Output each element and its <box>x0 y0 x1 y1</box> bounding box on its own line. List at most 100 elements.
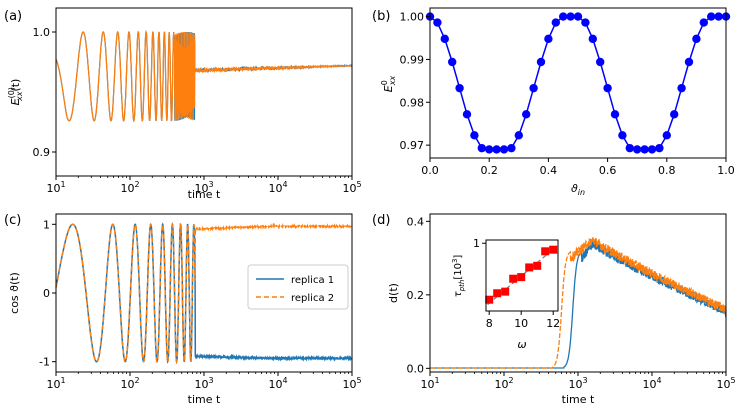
panel-d-yticks: 0.0 0.2 0.4 <box>407 215 430 375</box>
panel-b-point <box>485 145 494 154</box>
panel-d-ytick-label-1: 0.2 <box>407 289 425 302</box>
panel-a-yticks: 0.9 1.0 <box>33 26 56 159</box>
panel-b-ylabel: E0xx <box>380 75 397 92</box>
panel-a-series-1 <box>55 30 353 123</box>
panel-b-ytick-label-3: 1.00 <box>400 11 425 24</box>
panel-b-point <box>647 145 657 154</box>
panel-d-xlabel: time t <box>562 393 595 406</box>
panel-b-point <box>655 143 664 153</box>
panel-c-xtick-label-1: 102 <box>120 376 139 391</box>
legend-label-replica-2: replica 2 <box>291 293 334 304</box>
panel-b-point <box>692 34 701 44</box>
legend-label-replica-1: replica 1 <box>291 275 334 286</box>
panel-b-xtick-label-0: 0.0 <box>421 164 439 177</box>
panel-b-point <box>559 12 568 21</box>
panel-b-xtick-label-4: 0.8 <box>658 164 676 177</box>
panel-b-yticks: 0.97 0.98 0.99 1.00 <box>400 11 430 152</box>
panel-c-xtick-label-2: 103 <box>194 376 213 391</box>
panel-b-xtick-label-2: 0.4 <box>540 164 558 177</box>
inset-ytick-label-0: 1 <box>473 237 480 250</box>
panel-b-point <box>544 34 553 44</box>
panel-c-xlabel: time t <box>188 393 221 406</box>
inset-xlabel: ω <box>517 338 526 351</box>
panel-c-ytick-label-0: -1 <box>39 356 50 369</box>
panel-b-xtick-label-1: 0.2 <box>480 164 498 177</box>
panel-d-curves <box>430 236 727 369</box>
inset-frame <box>485 239 559 312</box>
panel-c-curves <box>55 222 353 365</box>
panel-b-xtick-label-3: 0.6 <box>599 164 617 177</box>
panel-a-xtick-label-4: 105 <box>342 180 361 195</box>
panel-b-point <box>684 57 694 67</box>
panel-c-series-2 <box>55 222 353 365</box>
panel-d-xtick-label-2: 103 <box>568 376 587 391</box>
panel-c-xtick-label-3: 104 <box>268 376 287 391</box>
panel-d-xtick-label-3: 104 <box>642 376 661 391</box>
panel-b-ytick-label-0: 0.97 <box>400 139 425 152</box>
panel-a-xtick-label-0: 101 <box>46 180 65 195</box>
panel-d-inset: 8 10 12 1 ω τpth[103] <box>451 237 560 351</box>
panel-b: (b) 0.0 0.2 0.4 0.6 0.8 1.0 0.970.980.991.00 … <box>372 7 735 197</box>
panel-b-point <box>573 12 583 21</box>
inset-point <box>549 245 558 254</box>
panel-b-point <box>433 18 442 27</box>
panel-c-ytick-label-1: 0 <box>43 287 50 300</box>
inset-point <box>493 289 502 298</box>
panel-a: (a) 101 102 103 104 105 0.9 1.0 time t E(0)xx… <box>4 7 362 201</box>
panel-b-point <box>714 12 723 21</box>
panel-a-xticks: 101 102 103 104 105 <box>46 176 362 195</box>
panel-b-xlabel: ϑin <box>571 182 585 197</box>
panel-b-point <box>522 110 531 119</box>
panel-d-xtick-label-0: 101 <box>420 376 439 391</box>
panel-b-point <box>581 18 590 27</box>
panel-d-series-2 <box>430 236 727 369</box>
inset-point <box>525 263 534 272</box>
panel-d-ytick-label-0: 0.0 <box>407 362 425 375</box>
inset-point <box>485 295 494 304</box>
panel-b-markers <box>425 12 731 154</box>
inset-point <box>533 261 542 270</box>
panel-b-point <box>677 83 686 93</box>
panel-b-point <box>499 145 509 154</box>
panel-a-ytick-label-1: 1.0 <box>33 26 51 39</box>
inset-xtick-label-2: 12 <box>546 317 560 330</box>
inset-xtick-label-1: 10 <box>514 317 528 330</box>
panel-b-point <box>588 34 597 44</box>
panel-a-series-2 <box>55 30 353 123</box>
panel-b-point <box>455 83 464 93</box>
inset-xtick-label-0: 8 <box>486 317 493 330</box>
panel-b-point <box>707 12 716 21</box>
panel-b-frame <box>429 7 727 159</box>
panel-c-ylabel: cos ϑ(t) <box>8 272 21 314</box>
panel-b-point <box>470 131 479 140</box>
panel-b-point <box>477 143 486 153</box>
panel-a-xtick-label-3: 104 <box>268 180 287 195</box>
inset-point <box>517 273 526 282</box>
panel-a-ytick-label-0: 0.9 <box>33 146 51 159</box>
panel-c-ytick-label-2: 1 <box>43 218 50 231</box>
panel-a-ylabel: E(0)xx(t) <box>7 79 24 106</box>
panel-a-label: (a) <box>4 9 22 24</box>
inset-ylabel: τpth[103] <box>451 255 466 298</box>
panel-b-point <box>514 131 523 140</box>
panel-b-point <box>618 131 627 140</box>
panel-c-legend: replica 1 replica 2 <box>247 264 349 310</box>
inset-yticks: 1 <box>473 237 486 250</box>
inset-fit-line <box>487 245 557 306</box>
panel-b-point <box>603 83 612 93</box>
panel-b-point <box>699 18 708 27</box>
panel-b-xtick-label-5: 1.0 <box>717 164 735 177</box>
panel-b-point <box>462 110 472 119</box>
panel-b-point <box>440 34 449 44</box>
panel-a-curves <box>55 30 353 123</box>
panel-d-series-1 <box>430 239 727 369</box>
panel-b-point <box>596 57 605 67</box>
inset-point <box>501 287 510 296</box>
panel-b-point <box>566 12 575 21</box>
panel-c: (c) 101 102 103 104 105 -1 0 1 time t cos ϑ(t)… <box>4 213 362 406</box>
panel-d-ylabel: d(t) <box>387 283 400 303</box>
panel-d-xtick-label-4: 105 <box>716 376 735 391</box>
panel-b-point <box>529 83 538 93</box>
panel-b-point <box>551 18 560 27</box>
